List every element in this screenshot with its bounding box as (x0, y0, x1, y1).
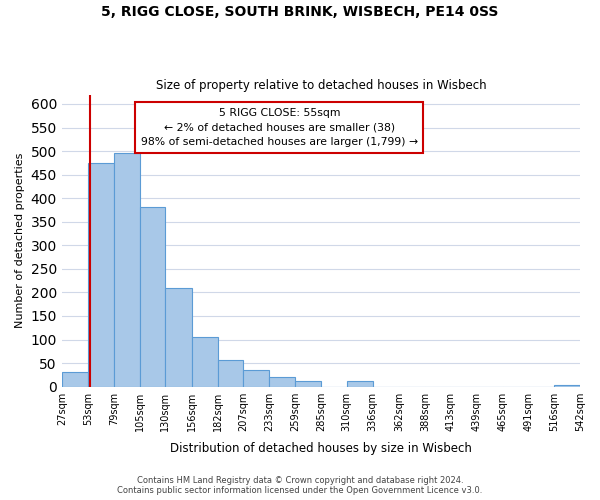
Y-axis label: Number of detached properties: Number of detached properties (15, 153, 25, 328)
X-axis label: Distribution of detached houses by size in Wisbech: Distribution of detached houses by size … (170, 442, 472, 455)
Bar (243, 370, 269, 386)
Bar (554, 385, 580, 386)
Bar (166, 288, 191, 386)
Text: Contains HM Land Registry data © Crown copyright and database right 2024.
Contai: Contains HM Land Registry data © Crown c… (118, 476, 482, 495)
Bar (191, 337, 218, 386)
Bar (347, 382, 373, 386)
Text: 5 RIGG CLOSE: 55sqm
← 2% of detached houses are smaller (38)
98% of semi-detache: 5 RIGG CLOSE: 55sqm ← 2% of detached hou… (141, 108, 418, 148)
Title: Size of property relative to detached houses in Wisbech: Size of property relative to detached ho… (155, 79, 486, 92)
Bar (295, 381, 322, 386)
Bar (62, 372, 88, 386)
Bar (114, 152, 140, 386)
Bar (218, 360, 243, 386)
Bar (88, 163, 114, 386)
Text: 5, RIGG CLOSE, SOUTH BRINK, WISBECH, PE14 0SS: 5, RIGG CLOSE, SOUTH BRINK, WISBECH, PE1… (101, 5, 499, 19)
Bar (140, 207, 166, 386)
Bar (269, 377, 295, 386)
